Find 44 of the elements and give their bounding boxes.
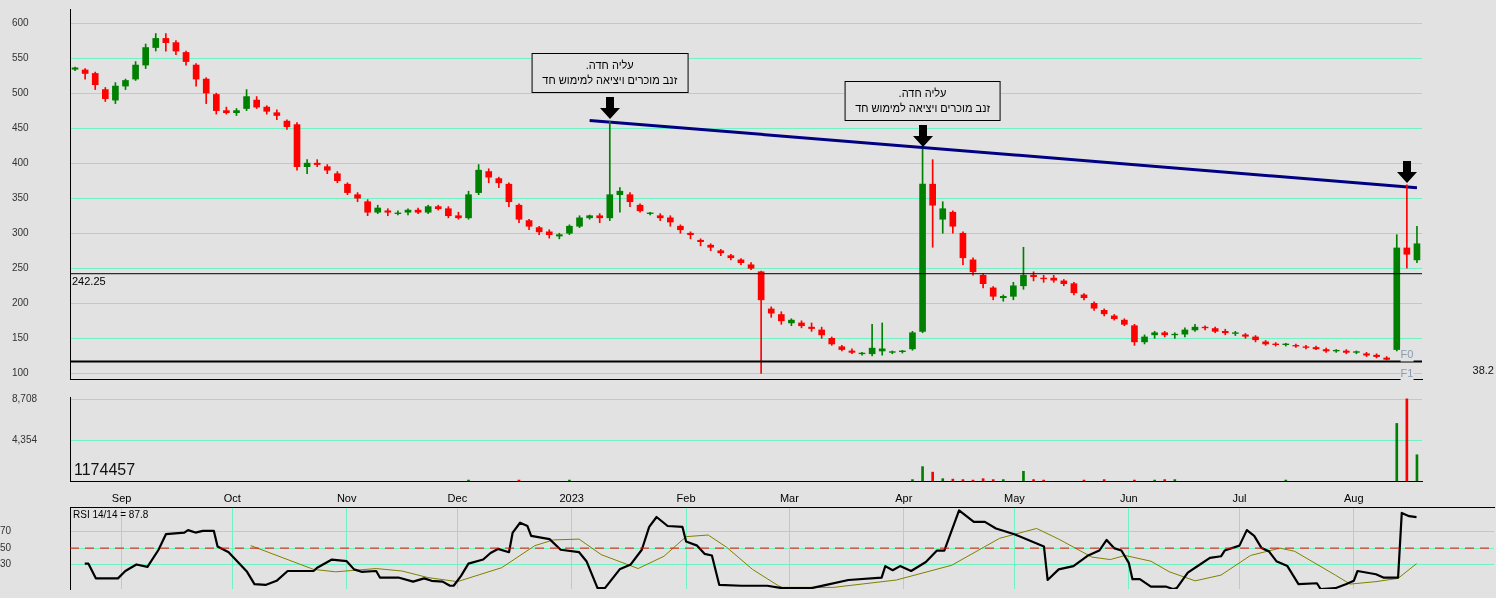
annotation: F0	[1400, 346, 1414, 362]
x-tick-label: Jul	[1232, 491, 1247, 504]
x-tick-label: Aug	[1344, 491, 1364, 504]
bar	[1022, 470, 1025, 481]
y-tick-label: 600	[12, 16, 30, 28]
x-tick-label: Apr	[895, 491, 913, 504]
x-tick-label: 2023	[559, 491, 584, 504]
candlestick	[1403, 184, 1411, 269]
y-tick-label: 350	[12, 191, 30, 203]
x-tick-label: Sep	[111, 491, 132, 504]
y-tick-label: 400	[12, 156, 30, 168]
x-tick-label: Jun	[1119, 491, 1138, 504]
y-tick-label: 550	[12, 51, 30, 63]
annotation: F1	[1400, 365, 1414, 381]
text: 38.2	[1472, 363, 1494, 376]
x-tick-label: May	[1004, 491, 1026, 504]
y-tick-label: 4,354	[12, 434, 38, 446]
annotation: עליה חדה. זנב מוכרים ויציאה למימוש חד	[855, 86, 990, 117]
y-tick-label: 250	[12, 262, 30, 274]
candlestick	[606, 120, 614, 221]
bar	[1395, 423, 1399, 481]
y-tick-label: 500	[12, 86, 30, 98]
y-tick-label: 70	[0, 525, 12, 537]
x-tick-label: Feb	[676, 491, 696, 504]
annotation: 1174457	[74, 461, 136, 479]
y-tick-label: 150	[12, 332, 30, 344]
bar	[941, 478, 945, 481]
annotation: עליה חדה. זנב מוכרים ויציאה למימוש חד	[542, 58, 678, 89]
y-tick-label: 450	[12, 121, 30, 133]
bar	[921, 466, 924, 481]
ref-line-label: 242.25	[72, 275, 106, 288]
chart-title: RSI 14/14 = 87.8	[73, 508, 149, 520]
x-tick-label: Nov	[336, 491, 357, 504]
y-tick-label: 50	[0, 541, 12, 553]
y-tick-label: 300	[12, 226, 30, 238]
x-tick-label: Dec	[447, 491, 468, 504]
x-tick-label: Oct	[223, 491, 241, 504]
y-tick-label: 8,708	[12, 393, 38, 405]
candlestick	[313, 159, 321, 167]
y-tick-label: 30	[0, 558, 12, 570]
y-tick-label: 100	[12, 367, 30, 379]
x-tick-label: Mar	[779, 491, 800, 504]
y-tick-label: 200	[12, 297, 30, 309]
bar	[931, 471, 934, 481]
